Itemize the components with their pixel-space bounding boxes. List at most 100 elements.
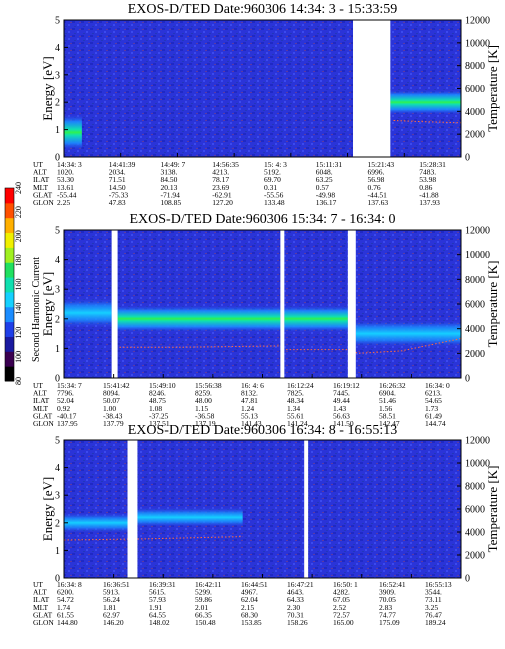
- ephem-value: 15: 4: 3: [264, 160, 287, 169]
- data-gap: [280, 230, 285, 378]
- ephem-key-glon: GLON: [33, 419, 54, 428]
- ephem-value: 1.56: [379, 404, 392, 413]
- ephem-value: -36.58: [195, 411, 215, 420]
- ephem-value: 47.81: [241, 396, 258, 405]
- ephem-value: 16:12:24: [287, 381, 314, 390]
- ephem-value: 158.26: [287, 618, 308, 627]
- colorbar-tick: 180: [14, 254, 23, 266]
- y2-axis-label: Temperature [K]: [485, 466, 500, 553]
- ephem-value: 48.00: [195, 396, 212, 405]
- ephem-value: 13.61: [57, 183, 74, 192]
- ephem-value: -40.17: [57, 411, 77, 420]
- ephem-value: 16:36:51: [103, 580, 130, 589]
- energy-band: [355, 320, 461, 347]
- ephem-value: 4967.: [241, 588, 258, 597]
- ephem-value: 142.47: [379, 419, 400, 428]
- energy-band: [64, 513, 128, 533]
- energy-band: [64, 114, 82, 151]
- ephem-value: 5192.: [264, 168, 281, 177]
- y2tick-label: 12000: [465, 436, 490, 447]
- ephem-value: 70.31: [287, 610, 304, 619]
- ytick-label: 4: [55, 463, 60, 474]
- ephem-value: 6200.: [57, 588, 74, 597]
- ephem-value: 62.97: [103, 610, 120, 619]
- ephem-key-glon: GLON: [33, 198, 54, 207]
- ytick-label: 1: [55, 125, 60, 136]
- ephem-value: 84.50: [161, 175, 178, 184]
- ephem-value: 137.63: [368, 198, 389, 207]
- ephem-value: 2.15: [241, 603, 254, 612]
- ephem-value: 55.13: [241, 411, 258, 420]
- colorbar-tick: 240: [14, 182, 23, 194]
- ephem-value: 58.51: [379, 411, 396, 420]
- y2tick-label: 12000: [465, 226, 490, 237]
- ephem-value: 54.72: [57, 595, 74, 604]
- ephem-value: 175.09: [379, 618, 400, 627]
- ephem-value: 15:49:10: [149, 381, 176, 390]
- ephem-value: 2.25: [57, 198, 70, 207]
- ytick-label: 5: [55, 16, 60, 27]
- ephem-value: 146.20: [103, 618, 124, 627]
- energy-band: [64, 298, 112, 328]
- panel-2: EXOS-D/TED Date:960306 15:34: 7 - 16:34:…: [33, 212, 500, 428]
- ytick-label: 4: [55, 43, 60, 54]
- ephem-value: 141.50: [333, 419, 354, 428]
- energy-band: [117, 305, 281, 333]
- ytick-label: 3: [55, 70, 60, 81]
- ephem-key-ilat: ILAT: [33, 595, 50, 604]
- y2tick-label: 2000: [465, 551, 485, 562]
- ephem-value: 108.85: [161, 198, 182, 207]
- y2tick-label: 4000: [465, 324, 485, 335]
- colorbar-swatch: [5, 277, 14, 293]
- ephem-value: 51.46: [379, 396, 396, 405]
- ytick-label: 5: [55, 226, 60, 237]
- y-axis-label: Energy [eV]: [40, 56, 55, 120]
- colorbar: 240 220 200 180 160 140 120 100 80 Second Harmoni…: [4, 182, 42, 385]
- ephem-value: 76.47: [425, 610, 442, 619]
- y2tick-label: 0: [465, 574, 470, 585]
- ephem-value: 133.48: [264, 198, 285, 207]
- ephem-key-glat: GLAT: [33, 190, 53, 199]
- ephem-value: 56.24: [103, 595, 120, 604]
- ephem-value: 1.08: [149, 404, 162, 413]
- ephem-value: 150.48: [195, 618, 216, 627]
- ephem-value: 68.30: [241, 610, 258, 619]
- ephem-value: 6996.: [368, 168, 385, 177]
- ephem-value: -55.56: [264, 190, 284, 199]
- colorbar-swatch: [5, 321, 14, 337]
- panel-3: EXOS-D/TED Date:960306 16:34: 8 - 16:55:…: [33, 423, 500, 627]
- data-gap: [353, 20, 391, 157]
- ephem-value: 15:41:42: [103, 381, 130, 390]
- ephem-value: 16:39:31: [149, 580, 176, 589]
- ephem-value: 1.91: [149, 603, 162, 612]
- ephem-value: 1.15: [195, 404, 208, 413]
- ephem-value: 15:28:31: [419, 160, 446, 169]
- ytick-label: 1: [55, 546, 60, 557]
- colorbar-swatch: [5, 188, 14, 204]
- ephem-value: 63.25: [316, 175, 333, 184]
- colorbar-swatch: [5, 306, 14, 323]
- ephem-value: 144.74: [425, 419, 446, 428]
- ephem-value: 2034.: [109, 168, 126, 177]
- panel-title: EXOS-D/TED Date:960306 16:34: 8 - 16:55:…: [128, 423, 397, 438]
- ephem-value: 48.75: [149, 396, 166, 405]
- y2tick-label: 8000: [465, 61, 485, 72]
- colorbar-tick: 160: [14, 279, 23, 291]
- ephem-value: 14:34: 3: [57, 160, 82, 169]
- ephem-value: 50.07: [103, 396, 120, 405]
- ephem-value: -55.44: [57, 190, 77, 199]
- colorbar-swatch: [5, 232, 14, 248]
- data-gap: [111, 230, 118, 378]
- ephem-value: -62.91: [212, 190, 232, 199]
- ephem-value: 8132.: [241, 389, 258, 398]
- ephem-value: 4643.: [287, 588, 304, 597]
- ephem-value: 48.34: [287, 396, 304, 405]
- panel-title: EXOS-D/TED Date:960306 14:34: 3 - 15:33:…: [128, 2, 397, 17]
- temperature-trace: [119, 338, 462, 354]
- ephem-value: 127.20: [212, 198, 233, 207]
- colorbar-tick: 200: [14, 230, 23, 242]
- ephem-value: 16:52:41: [379, 580, 406, 589]
- ytick-label: 0: [55, 374, 60, 385]
- y2tick-label: 0: [465, 153, 470, 164]
- ephem-value: 16:55:13: [425, 580, 452, 589]
